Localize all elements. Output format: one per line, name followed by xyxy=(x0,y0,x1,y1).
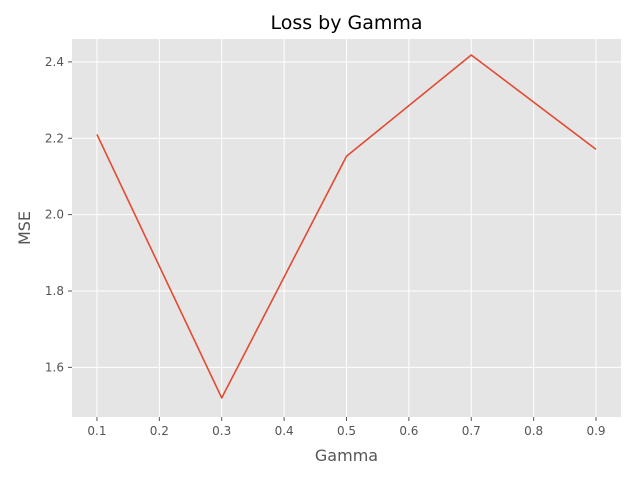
x-axis-label: Gamma xyxy=(315,446,378,465)
y-tick-label: 2.0 xyxy=(45,208,64,222)
y-tick-label: 1.6 xyxy=(45,360,64,374)
x-tick-label: 0.1 xyxy=(87,424,106,438)
series-layer xyxy=(96,54,597,399)
y-tick-label: 2.4 xyxy=(45,55,64,69)
x-tick-label: 0.4 xyxy=(275,424,294,438)
x-axis-ticks: 0.1 0.2 0.3 0.4 0.5 0.6 0.7 0.8 0.9 xyxy=(87,417,606,438)
x-tick-label: 0.8 xyxy=(524,424,543,438)
y-axis-label: MSE xyxy=(15,211,34,245)
x-tick-label: 0.3 xyxy=(212,424,231,438)
x-tick-label: 0.2 xyxy=(150,424,169,438)
y-axis-ticks: 1.6 1.8 2.0 2.2 2.4 xyxy=(45,55,72,374)
x-tick-label: 0.7 xyxy=(462,424,481,438)
y-tick-label: 1.8 xyxy=(45,284,64,298)
x-tick-label: 0.5 xyxy=(337,424,356,438)
x-tick-label: 0.6 xyxy=(399,424,418,438)
y-tick-label: 2.2 xyxy=(45,131,64,145)
chart-title: Loss by Gamma xyxy=(270,12,422,34)
x-tick-label: 0.9 xyxy=(586,424,605,438)
series-line xyxy=(96,54,597,399)
